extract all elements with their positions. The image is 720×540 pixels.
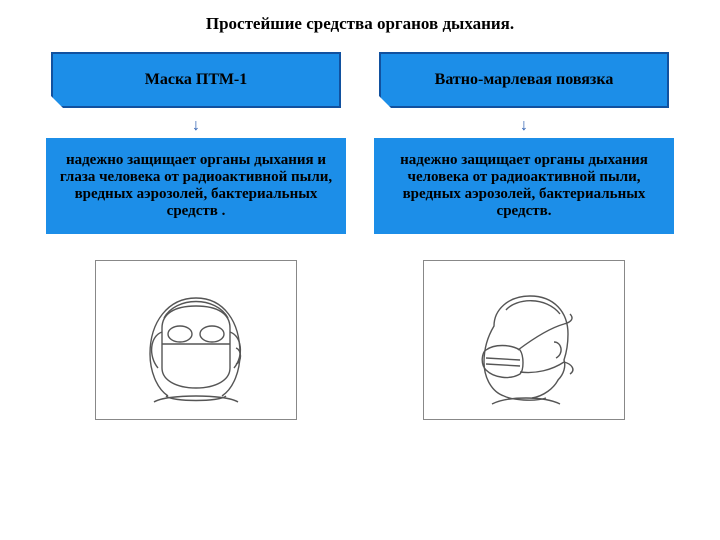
gauze-mask-icon xyxy=(434,270,614,410)
description-box: надежно защищает органы дыхания и глаза … xyxy=(46,138,346,234)
page-title: Простейшие средства органов дыхания. xyxy=(0,0,720,42)
heading-box: Ватно-марлевая повязка xyxy=(379,52,669,108)
description-text: надежно защищает органы дыхания и глаза … xyxy=(52,152,340,220)
heading-label: Маска ПТМ-1 xyxy=(145,71,248,89)
down-arrow-icon: ↓ xyxy=(192,116,200,134)
down-arrow-icon: ↓ xyxy=(520,116,528,134)
columns-container: Маска ПТМ-1 ↓ надежно защищает органы ды… xyxy=(0,52,720,420)
description-box: надежно защищает органы дыхания человека… xyxy=(374,138,674,234)
heading-box: Маска ПТМ-1 xyxy=(51,52,341,108)
heading-label: Ватно-марлевая повязка xyxy=(435,71,614,89)
illustration-frame xyxy=(423,260,625,420)
column-right: Ватно-марлевая повязка ↓ надежно защищае… xyxy=(374,52,674,420)
description-text: надежно защищает органы дыхания человека… xyxy=(380,152,668,220)
column-left: Маска ПТМ-1 ↓ надежно защищает органы ды… xyxy=(46,52,346,420)
illustration-frame xyxy=(95,260,297,420)
ptm1-mask-icon xyxy=(106,270,286,410)
